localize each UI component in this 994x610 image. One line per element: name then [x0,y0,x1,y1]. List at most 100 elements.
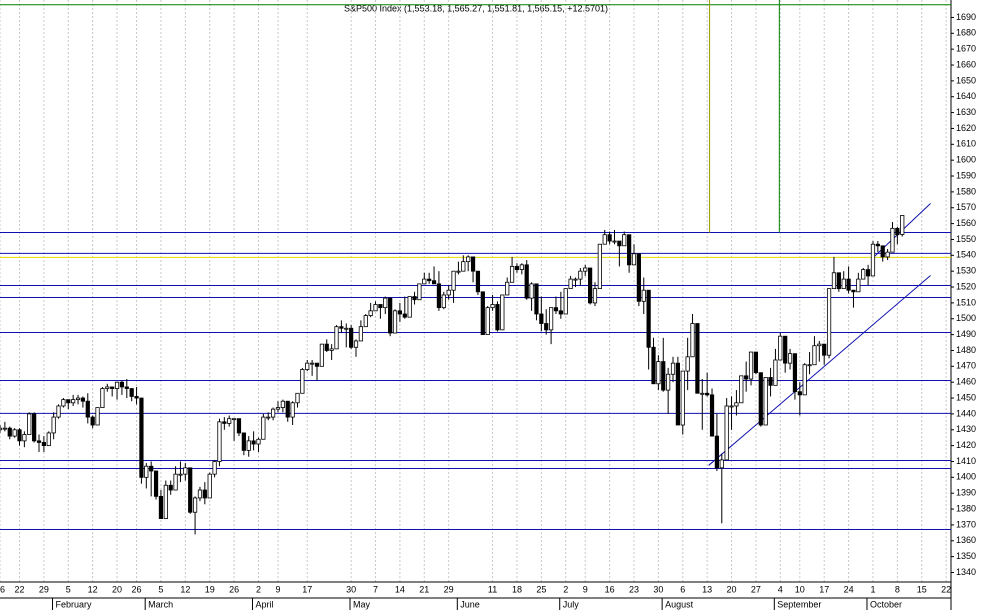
y-tick-label: 1650 [956,75,976,85]
candle-body [695,323,700,394]
candle-body [46,432,51,447]
candle-body [144,465,149,478]
candle-body [456,270,461,273]
candle-body [451,270,456,291]
candle-body [202,489,207,499]
candle-body [524,264,529,299]
chart-title: S&P500 Index (1,553.18, 1,565.27, 1,551.… [344,3,608,13]
candle-body [85,400,90,418]
candle-body [470,256,476,272]
candle-body [895,227,900,236]
candle-body [558,310,563,315]
x-tick-label: 23 [629,584,639,594]
y-tick-label: 1680 [956,28,976,38]
candle-body [246,440,251,451]
y-tick-label: 1430 [956,424,976,434]
candle-body [622,234,627,247]
candle-body [66,399,71,404]
y-tick-label: 1490 [956,329,976,339]
candle-body [275,407,281,410]
candle-body [875,243,880,247]
candle-body [729,405,734,408]
candle-body [583,267,588,272]
candle-body [344,327,349,330]
x-tick-label: 30 [653,584,663,594]
candle-body [397,310,403,315]
y-tick-label: 1420 [956,440,976,450]
y-tick-label: 1690 [956,12,976,22]
candle-body [388,297,393,334]
candle-body [792,353,798,393]
y-tick-label: 1510 [956,297,976,307]
candle-body [870,243,876,277]
candle-body [441,294,446,309]
candle-body [149,465,154,472]
candle-body [183,467,188,475]
candle-body [173,473,178,491]
candle-body [553,307,559,312]
y-tick-label: 1530 [956,266,976,276]
x-tick-label: 10 [795,584,805,594]
candle-body [373,304,378,312]
candle-body [714,435,720,469]
candle-body [105,386,110,389]
candle-body [153,470,159,497]
x-tick-label: 8 [895,584,900,594]
y-tick-label: 1380 [956,503,976,513]
candle-body [544,323,549,331]
candle-body [431,280,437,285]
candle-body [602,234,607,245]
x-tick-label: 19 [205,584,215,594]
candle-body [12,429,17,437]
candle-body [2,427,7,430]
x-tick-label: 12 [88,584,98,594]
candle-body [734,402,739,407]
candle-body [485,307,490,336]
candle-body [285,400,290,418]
y-tick-label: 1570 [956,202,976,212]
candle-body [134,396,139,399]
candle-body [51,416,56,434]
candle-body [80,397,86,402]
x-tick-label: 22 [14,584,24,594]
month-label: March [148,599,173,609]
y-tick-label: 1660 [956,59,976,69]
candle-body [607,234,612,242]
x-tick-label: 18 [512,584,522,594]
x-tick-label: 13 [702,584,712,594]
candle-body [748,351,754,380]
y-tick-label: 1600 [956,155,976,165]
candle-body [822,343,827,356]
candle-body [90,416,95,426]
candle-body [358,326,363,342]
candle-body [436,283,442,309]
candle-body [666,373,671,391]
candle-body [851,289,856,293]
candle-body [787,353,793,364]
y-tick-label: 1410 [956,456,976,466]
y-tick-label: 1400 [956,472,976,482]
candle-body [192,497,198,513]
candle-body [841,278,846,290]
candle-body [22,434,27,442]
candle-body [783,335,788,364]
x-tick-label: 2 [256,584,261,594]
candle-body [548,307,554,331]
candle-body [636,253,641,302]
candle-body [461,261,466,272]
x-tick-label: 11 [488,584,497,594]
x-tick-label: 14 [395,584,405,594]
candle-body [383,297,388,309]
candle-body [758,372,763,426]
candle-body [680,370,685,426]
candle-body [631,253,637,266]
y-tick-label: 1670 [956,44,976,54]
candle-body [812,345,817,366]
candle-body [690,323,695,358]
candle-body [124,386,129,389]
candle-body [290,402,295,418]
candle-body [656,361,661,385]
y-tick-label: 1500 [956,313,976,323]
candle-body [568,278,573,290]
